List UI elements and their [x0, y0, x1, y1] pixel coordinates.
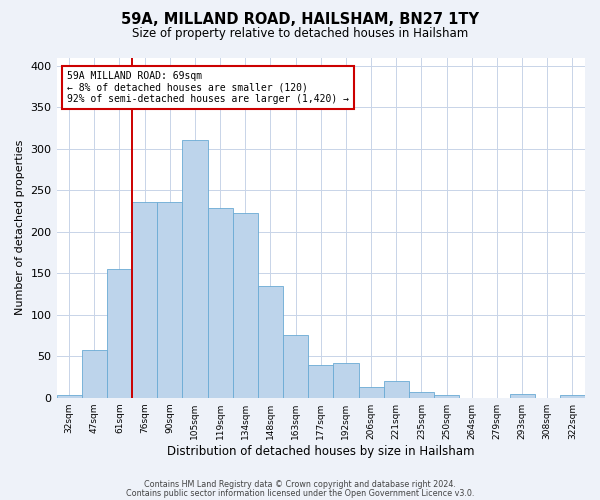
- X-axis label: Distribution of detached houses by size in Hailsham: Distribution of detached houses by size …: [167, 444, 475, 458]
- Bar: [409, 392, 434, 398]
- Text: Contains public sector information licensed under the Open Government Licence v3: Contains public sector information licen…: [126, 488, 474, 498]
- Bar: [82, 350, 107, 398]
- Bar: [208, 208, 233, 398]
- Text: Size of property relative to detached houses in Hailsham: Size of property relative to detached ho…: [132, 28, 468, 40]
- Bar: [132, 202, 157, 398]
- Text: 59A MILLAND ROAD: 69sqm
← 8% of detached houses are smaller (120)
92% of semi-de: 59A MILLAND ROAD: 69sqm ← 8% of detached…: [67, 71, 349, 104]
- Bar: [383, 381, 409, 398]
- Text: 59A, MILLAND ROAD, HAILSHAM, BN27 1TY: 59A, MILLAND ROAD, HAILSHAM, BN27 1TY: [121, 12, 479, 28]
- Y-axis label: Number of detached properties: Number of detached properties: [15, 140, 25, 316]
- Bar: [308, 364, 334, 398]
- Bar: [560, 395, 585, 398]
- Bar: [233, 214, 258, 398]
- Bar: [56, 395, 82, 398]
- Bar: [258, 286, 283, 398]
- Bar: [182, 140, 208, 398]
- Bar: [359, 387, 383, 398]
- Bar: [334, 363, 359, 398]
- Text: Contains HM Land Registry data © Crown copyright and database right 2024.: Contains HM Land Registry data © Crown c…: [144, 480, 456, 489]
- Bar: [509, 394, 535, 398]
- Bar: [107, 269, 132, 398]
- Bar: [434, 395, 459, 398]
- Bar: [157, 202, 182, 398]
- Bar: [283, 334, 308, 398]
